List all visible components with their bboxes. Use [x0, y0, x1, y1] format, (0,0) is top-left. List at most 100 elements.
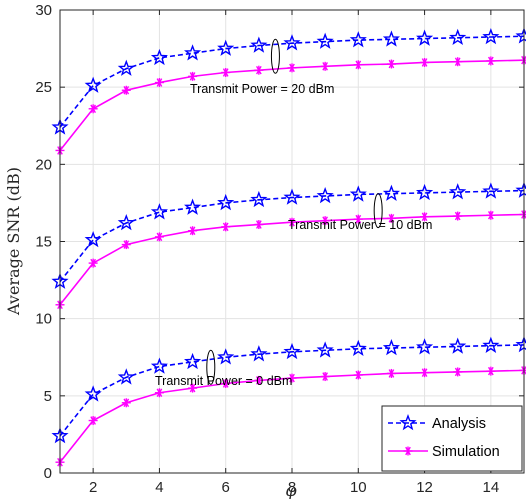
data-point: [84, 76, 102, 93]
data-point: [482, 28, 500, 45]
legend-asterisk-marker: [403, 446, 413, 456]
data-point: [287, 217, 297, 227]
data-point: [250, 345, 268, 362]
data-point: [250, 190, 268, 208]
data-point: [316, 341, 334, 358]
series-simulation-1: [55, 55, 526, 155]
data-point: [184, 198, 202, 215]
series-line: [59, 35, 525, 128]
series-simulation-5: [55, 365, 526, 467]
data-point: [287, 373, 297, 383]
data-point: [486, 210, 496, 220]
data-point: [482, 182, 500, 199]
grid: [60, 9, 524, 474]
legend: Analysis Simulation: [381, 405, 523, 472]
data-point: [453, 367, 463, 377]
data-point: [382, 184, 400, 201]
data-point: [117, 213, 135, 231]
x-tick-label: 10: [350, 479, 367, 496]
y-tick-label: 0: [44, 465, 52, 482]
series-line: [59, 189, 525, 283]
data-point: [150, 357, 168, 374]
data-point: [449, 183, 467, 200]
y-tick-label: 10: [35, 311, 52, 328]
data-point: [154, 78, 164, 88]
legend-simulation-marker: [403, 446, 413, 456]
data-point: [486, 366, 496, 376]
data-point: [254, 65, 264, 75]
data-point: [349, 185, 367, 202]
data-point: [121, 398, 131, 408]
data-point: [349, 339, 367, 357]
data-point: [88, 104, 98, 114]
series-analysis-4: [51, 335, 526, 444]
data-point: [416, 29, 434, 46]
data-point: [150, 203, 168, 220]
legend-box: [381, 405, 523, 472]
annotation-ellipse: [270, 38, 280, 74]
data-point: [88, 258, 98, 268]
y-tick-label: 15: [35, 234, 52, 251]
data-point: [449, 337, 467, 354]
series-analysis-0: [51, 27, 526, 135]
data-point: [250, 36, 268, 53]
data-point: [88, 416, 98, 426]
data-point: [420, 212, 430, 222]
data-point: [420, 57, 430, 67]
data-point: [150, 48, 168, 66]
data-point: [482, 336, 500, 353]
data-point: [188, 226, 198, 236]
data-point: [154, 232, 164, 242]
x-tick-label: 8: [288, 479, 296, 496]
legend-simulation-label: Simulation: [432, 444, 500, 460]
ticks: 2 4 6 8 10 12 14 0 5 10 15 20 25 30: [35, 2, 524, 496]
data-point: [217, 193, 235, 211]
data-point: [386, 368, 396, 378]
x-tick-label: 6: [222, 479, 230, 496]
annotation-ellipse: [373, 193, 383, 229]
data-point: [221, 378, 231, 388]
data-point: [117, 368, 135, 385]
annotation-10dbm: Transmit Power = 10 dBm: [288, 218, 432, 232]
data-point: [121, 240, 131, 250]
y-tick-label: 25: [35, 79, 52, 96]
y-axis-label: Average SNR (dB): [4, 167, 23, 316]
data-point: [184, 44, 202, 61]
data-point: [382, 338, 400, 356]
data-point: [486, 56, 496, 66]
data-point: [188, 71, 198, 81]
data-point: [386, 213, 396, 223]
data-point: [353, 370, 363, 380]
data-point: [382, 30, 400, 47]
legend-analysis-label: Analysis: [432, 416, 486, 432]
data-point: [84, 230, 102, 248]
data-point: [320, 216, 330, 226]
series-simulation-3: [55, 209, 526, 310]
x-axis-label: φ: [285, 481, 297, 499]
x-tick-label: 12: [416, 479, 433, 496]
data-point: [254, 375, 264, 385]
data-point: [188, 383, 198, 393]
data-point: [320, 61, 330, 71]
x-tick-label: 14: [483, 479, 500, 496]
data-point: [316, 186, 334, 204]
series-line: [59, 344, 525, 437]
data-point: [221, 222, 231, 232]
data-point: [283, 34, 301, 51]
y-tick-label: 30: [35, 2, 52, 19]
data-point: [353, 214, 363, 224]
data-point: [117, 59, 135, 76]
data-point: [221, 68, 231, 78]
data-point: [386, 59, 396, 69]
annotation-ellipse: [206, 349, 216, 385]
data-point: [416, 183, 434, 201]
annotation-0dbm: Transmit Power = 0 dBm: [155, 374, 292, 388]
data-point: [283, 342, 301, 360]
x-tick-label: 4: [155, 479, 163, 496]
data-point: [154, 388, 164, 398]
data-point: [283, 188, 301, 205]
data-point: [254, 220, 264, 230]
y-tick-label: 5: [44, 388, 52, 405]
data-point: [519, 365, 526, 375]
